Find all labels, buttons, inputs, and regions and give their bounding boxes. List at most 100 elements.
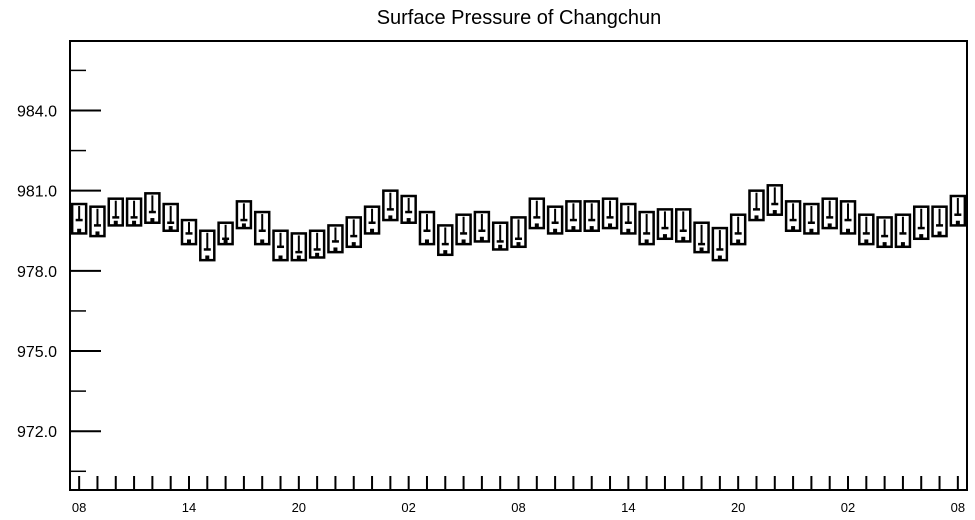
box-mean-marker [589, 226, 594, 231]
box-mark [327, 224, 344, 254]
box-mark [235, 200, 253, 230]
box-mark [675, 208, 692, 243]
box-mean-marker [937, 231, 942, 236]
box-mean-marker [864, 239, 869, 244]
box-mark [748, 189, 765, 222]
box-mean-marker [113, 220, 118, 225]
box-mean-marker [553, 228, 558, 233]
box-mark [839, 200, 857, 235]
y-tick-label: 981.0 [17, 184, 57, 201]
box-mark [180, 218, 198, 246]
box-mark [821, 197, 838, 230]
box-mean-marker [406, 218, 411, 223]
box-mean-marker [516, 242, 521, 247]
box-mark [931, 205, 948, 238]
plot-frame [69, 40, 968, 491]
x-tick-label: 02 [841, 500, 855, 515]
y-axis: 972.0 975.0 978.0 981.0 984.0 [17, 69, 101, 473]
box-mark [876, 216, 893, 249]
box-mean-marker [315, 252, 320, 257]
box-mark [437, 224, 454, 257]
box-mean-marker [498, 244, 503, 249]
x-tick-label: 14 [182, 500, 196, 515]
box-mark [253, 210, 271, 246]
box-mean-marker [95, 231, 100, 236]
box-mean-marker [955, 220, 960, 225]
box-mark [546, 205, 564, 235]
box-mark [803, 202, 820, 235]
box-mean-marker [699, 247, 704, 252]
box-mark [620, 202, 637, 235]
box-mark [583, 200, 600, 233]
box-mark [473, 210, 491, 243]
box-mark [858, 213, 875, 246]
box-mean-marker [77, 228, 82, 233]
box-mean-marker [461, 239, 466, 244]
box-mark [766, 184, 784, 216]
box-mark [162, 202, 179, 233]
box-mean-marker [809, 228, 814, 233]
box-mean-marker [644, 239, 649, 244]
box-mark [784, 200, 802, 233]
box-mark [290, 232, 308, 262]
box-mean-marker [608, 223, 613, 228]
box-mark [70, 202, 88, 235]
box-mean-marker [205, 255, 210, 260]
x-tick-label: 08 [511, 500, 525, 515]
x-tick-label: 08 [72, 500, 86, 515]
box-mark [656, 208, 674, 241]
box-mark [455, 213, 472, 246]
box-mark [693, 221, 710, 254]
box-mark [528, 197, 546, 230]
box-mark [125, 197, 143, 227]
box-mark [711, 226, 729, 262]
box-mean-marker [296, 255, 301, 260]
box-mean-marker [882, 242, 887, 247]
box-mark [912, 205, 930, 241]
box-mark [345, 216, 362, 249]
box-mark [510, 216, 527, 249]
box-mean-marker [223, 239, 228, 244]
box-mean-marker [736, 239, 741, 244]
x-tick-label: 14 [621, 500, 635, 515]
chart-title: Surface Pressure of Changchun [377, 7, 662, 29]
box-mean-marker [626, 228, 631, 233]
box-mark [89, 205, 106, 238]
y-tick-label: 984.0 [17, 103, 57, 120]
box-mean-marker [846, 228, 851, 233]
box-mark [565, 200, 582, 233]
box-mean-marker [827, 223, 832, 228]
box-mark [729, 213, 747, 246]
box-mark [217, 221, 234, 246]
box-mean-marker [791, 226, 796, 231]
box-mean-marker [333, 247, 338, 252]
box-mean-marker [132, 220, 137, 225]
box-mean-marker [168, 226, 173, 231]
box-mark [400, 194, 417, 224]
box-mark [382, 189, 399, 222]
box-mean-marker [241, 223, 246, 228]
y-tick-label: 972.0 [17, 424, 57, 441]
box-mark [894, 213, 912, 249]
box-mark [363, 205, 381, 235]
box-mean-marker [662, 234, 667, 239]
box-mean-marker [534, 223, 539, 228]
box-mean-marker [681, 236, 686, 241]
y-tick-label: 975.0 [17, 344, 57, 361]
box-mean-marker [754, 215, 759, 220]
y-tick-label: 978.0 [17, 264, 57, 281]
x-tick-label: 20 [731, 500, 745, 515]
box-mark [418, 210, 436, 246]
box-mark [272, 229, 289, 262]
box-mean-marker [150, 218, 155, 223]
box-mean-marker [260, 239, 265, 244]
box-mean-marker [186, 239, 191, 244]
box-mark [638, 210, 655, 246]
box-mean-marker [351, 242, 356, 247]
box-mean-marker [388, 215, 393, 220]
x-tick-label: 20 [292, 500, 306, 515]
box-mean-marker [424, 239, 429, 244]
box-mark [601, 197, 619, 230]
box-mean-marker [717, 255, 722, 260]
